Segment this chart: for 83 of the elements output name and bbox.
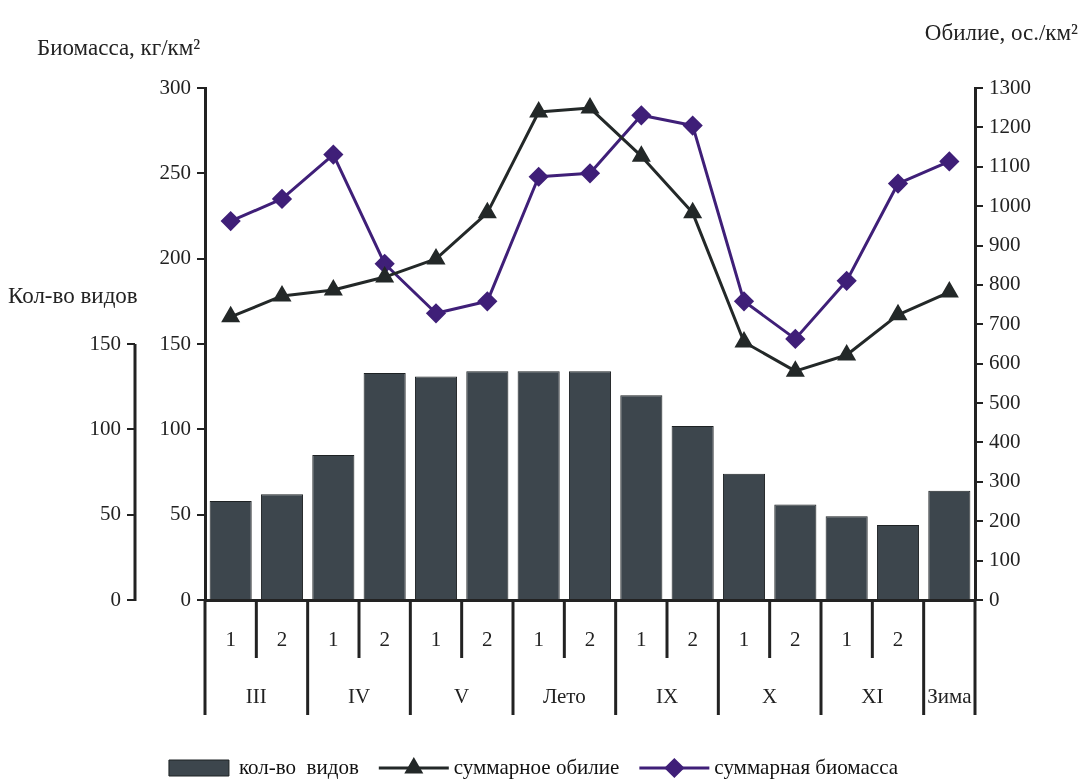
point (529, 167, 549, 187)
point (323, 145, 343, 165)
y2-tick-label: 700 (989, 310, 1021, 335)
y3-tick-label: 100 (89, 415, 121, 440)
legend-label: суммарная биомасса (714, 754, 899, 779)
x-tick-label: 1 (430, 626, 442, 651)
text: IV (347, 683, 371, 708)
point (734, 291, 754, 311)
y-tick-label: 0 (180, 586, 191, 611)
y2-tick-label: 900 (989, 232, 1021, 257)
point (221, 211, 241, 231)
y-tick-label: 150 (159, 330, 191, 355)
y2-tick-label: 100 (989, 547, 1021, 572)
point (940, 282, 958, 298)
x-tick-label: 1 (225, 626, 236, 651)
y2-tick-label: 200 (989, 507, 1021, 532)
text: IX (655, 683, 679, 708)
text: Лето (542, 683, 586, 708)
x-tick-label: 2 (584, 626, 596, 651)
y-tick-label: 100 (159, 415, 191, 440)
point (376, 267, 394, 283)
x-tick-label: 2 (276, 626, 288, 651)
point (273, 286, 291, 302)
x-tick-label: 2 (892, 626, 904, 651)
x-tick-label: 2 (482, 626, 493, 651)
y2-tick-label: 0 (989, 586, 1000, 611)
point (530, 102, 548, 118)
text: Зима (927, 683, 973, 708)
point (581, 98, 599, 114)
point (632, 146, 650, 162)
y-tick-label: 50 (170, 501, 191, 526)
point (426, 303, 446, 323)
point (580, 163, 600, 183)
x-tick-label: 1 (636, 626, 647, 651)
y2-tick-label: 500 (989, 389, 1021, 414)
y-tick-label: 250 (159, 159, 191, 184)
y3-axis-title: Кол-во видов (8, 283, 138, 308)
x-tick-label: 1 (533, 626, 544, 651)
y2-axis-title: Обилие, ос./км² (924, 20, 1079, 45)
y2-tick-label: 600 (989, 350, 1021, 375)
y3-tick-label: 50 (100, 501, 121, 526)
point (222, 307, 240, 323)
point (427, 249, 445, 265)
x-tick-label: 2 (379, 626, 390, 651)
y2-tick-label: 1100 (989, 153, 1031, 178)
y2-tick-label: 1300 (989, 74, 1031, 99)
point (939, 151, 959, 171)
point (735, 332, 753, 348)
point (631, 105, 651, 125)
point (838, 345, 856, 361)
point (375, 254, 395, 274)
y3-tick-label: 0 (110, 586, 121, 611)
point (837, 271, 857, 291)
x-tick-label: 1 (841, 626, 852, 651)
legend-label: суммарное обилие (453, 754, 620, 779)
y-axis-title: Биомасса, кг/км² (37, 35, 201, 60)
y2-tick-label: 300 (989, 468, 1021, 493)
x-tick-label: 2 (687, 626, 698, 651)
y2-tick-label: 1000 (989, 192, 1031, 217)
point (478, 203, 496, 219)
x-tick-label: 1 (738, 626, 750, 651)
y-tick-label: 300 (159, 74, 191, 99)
legend-label: кол-во видов (238, 754, 359, 779)
text: V (454, 683, 470, 708)
point (786, 361, 804, 377)
y2-tick-label: 400 (989, 428, 1021, 453)
text: XI (861, 683, 884, 708)
y3-tick-label: 150 (89, 330, 121, 355)
point (785, 329, 805, 349)
point (888, 174, 908, 194)
y2-tick-label: 1200 (989, 113, 1031, 138)
text: X (762, 683, 778, 708)
y2-tick-label: 800 (989, 271, 1021, 296)
x-tick-label: 1 (328, 626, 339, 651)
point (684, 203, 702, 219)
point (324, 280, 342, 296)
x-tick-label: 2 (790, 626, 801, 651)
text: III (245, 683, 267, 708)
point (683, 116, 703, 136)
point (889, 305, 907, 321)
point (477, 291, 497, 311)
point (272, 189, 292, 209)
y-tick-label: 200 (159, 245, 191, 270)
